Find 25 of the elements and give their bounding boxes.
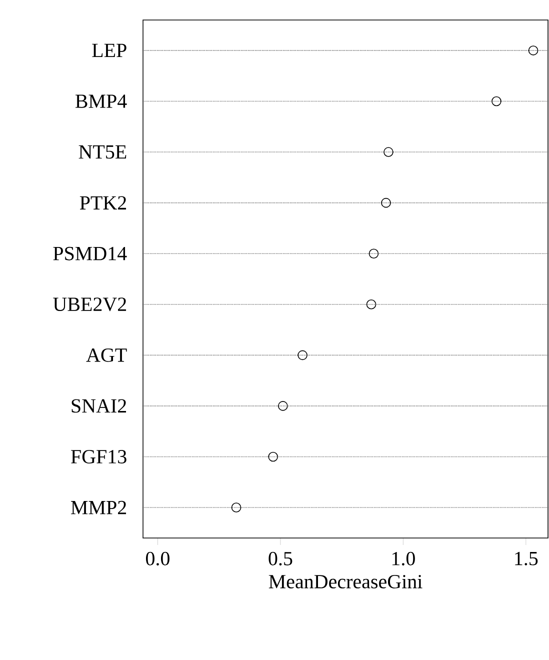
point [298,350,308,360]
x-tick-label: 0.5 [268,552,292,566]
y-tick-label: PSMD14 [53,246,127,260]
point [528,46,538,56]
y-tick-label: MMP2 [71,500,126,514]
y-tick-label: FGF13 [71,450,126,464]
x-tick-label: 0.0 [146,552,170,566]
y-tick-label: BMP4 [75,94,127,108]
y-tick-label: SNAI2 [72,399,126,413]
y-tick-label: UBE2V2 [53,298,126,312]
x-axis-title: MeanDecreaseGini [268,574,422,588]
point [384,147,394,157]
point [492,96,502,106]
point [278,401,288,411]
point [366,299,376,310]
point [231,502,242,512]
y-tick-label: PTK2 [80,196,126,210]
x-tick-label: 1.5 [515,552,538,566]
point [268,452,278,462]
y-tick-label: LEP [92,44,126,58]
point [368,248,379,259]
y-tick-label: AGT [86,348,127,362]
y-tick-label: NT5E [78,145,126,159]
x-tick-label: 1.0 [392,552,415,566]
point [381,198,391,208]
